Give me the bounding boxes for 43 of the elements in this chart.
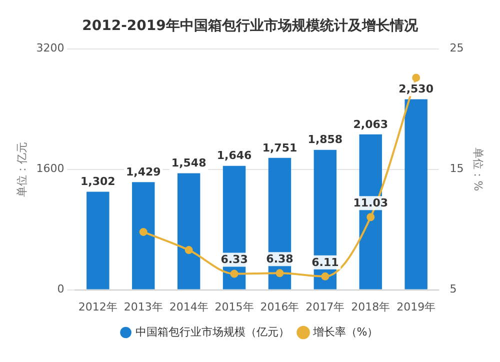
x-tick-label: 2019年 [396, 300, 436, 314]
x-tick-label: 2018年 [351, 300, 390, 314]
y2-tick-label: 15 [450, 162, 464, 176]
point [366, 213, 375, 222]
data-label: 1,751 [262, 141, 298, 154]
point [184, 246, 193, 254]
point [276, 269, 284, 278]
data-label: 2,063 [353, 118, 388, 131]
chart-title: 2012-2019年中国箱包行业市场规模统计及增长情况 [82, 17, 419, 34]
data-label: 1,429 [126, 166, 161, 179]
data-label: 11.03 [353, 196, 388, 210]
x-tick-label: 2016年 [260, 300, 300, 314]
data-label: 1,858 [308, 133, 343, 146]
bar [404, 99, 428, 290]
data-label: 1,548 [171, 156, 206, 170]
point [321, 272, 330, 280]
data-label: 2,530 [398, 82, 434, 96]
y2-axis-title: 单位：% [472, 148, 485, 192]
y-axis-title: 单位：亿元 [15, 142, 28, 197]
x-tick-label: 2014年 [169, 300, 208, 314]
data-label: 6.33 [220, 253, 248, 266]
y2-tick-label: 25 [450, 42, 464, 55]
data-label: 1,302 [80, 175, 116, 188]
data-label: 6.11 [312, 256, 339, 269]
x-tick-label: 2017年 [306, 300, 345, 314]
y-tick-label: 3200 [36, 42, 64, 55]
y2-tick-label: 5 [450, 282, 457, 296]
bar [86, 192, 110, 290]
bar [132, 182, 155, 290]
x-tick-label: 2015年 [214, 300, 254, 314]
point [412, 74, 420, 82]
point [230, 270, 238, 278]
bar [177, 173, 200, 290]
x-tick-label: 2013年 [124, 300, 163, 314]
x-tick-label: 2012年 [78, 300, 118, 314]
y-tick-label: 1600 [36, 162, 64, 176]
data-label: 1,646 [216, 149, 252, 162]
data-label: 6.38 [266, 252, 294, 266]
point [139, 228, 148, 236]
bar [268, 158, 292, 290]
legend-label: 中国箱包行业市场规模（亿元） [135, 325, 290, 338]
y-tick-label: 0 [57, 282, 64, 296]
legend-label: 增长率（%） [312, 325, 378, 338]
